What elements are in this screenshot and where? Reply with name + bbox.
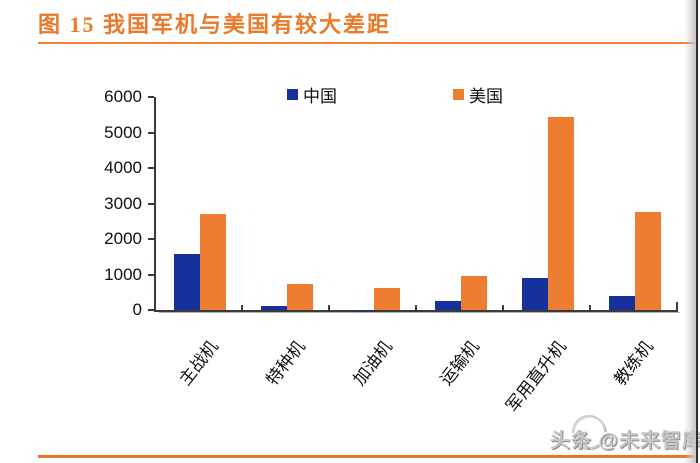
y-axis-tick-label: 2000 — [104, 229, 142, 248]
bar-美国-运输机 — [460, 276, 487, 310]
y-axis-tick-label: 0 — [132, 300, 142, 319]
bar-中国-主战机 — [173, 254, 200, 310]
page-edge-shadow — [684, 0, 696, 463]
bar-美国-教练机 — [634, 211, 661, 310]
x-axis-tick — [328, 305, 330, 310]
legend-swatch-usa — [453, 89, 464, 100]
legend-item-china: 中国 — [287, 82, 337, 107]
x-axis-tick — [415, 305, 417, 310]
y-axis-tick — [148, 131, 154, 134]
y-axis-tick — [148, 273, 154, 276]
bar-中国-特种机 — [260, 306, 287, 310]
watermark: 头条 @未来智库 — [550, 415, 700, 458]
bar-美国-军用直升机 — [547, 117, 574, 310]
bar-中国-教练机 — [608, 295, 635, 310]
y-axis-tick — [148, 202, 154, 205]
x-axis-tick — [502, 305, 504, 310]
x-axis-label-教练机: 教练机 — [610, 337, 657, 389]
page-edge-line — [696, 0, 698, 463]
bar-中国-运输机 — [434, 300, 461, 310]
legend-swatch-china — [287, 89, 298, 100]
bar-中国-军用直升机 — [521, 277, 548, 310]
x-axis-tick — [589, 305, 591, 310]
y-axis-tick-label: 3000 — [104, 193, 142, 213]
x-axis-tick — [676, 302, 678, 310]
title-underline — [38, 42, 696, 44]
figure-title: 图 15 我国军机与美国有较大差距 — [38, 12, 392, 37]
y-axis-tick — [148, 96, 154, 98]
y-axis-tick — [148, 238, 154, 240]
x-axis-label-运输机: 运输机 — [436, 337, 483, 389]
legend-label-china: 中国 — [303, 87, 337, 106]
y-axis-tick-label: 4000 — [104, 158, 142, 177]
bar-chart-plot-area: 0 1000 2000 3000 4000 5000 6000 — [104, 87, 678, 319]
x-axis-label-主战机: 主战机 — [175, 337, 222, 389]
bar-美国-主战机 — [199, 213, 226, 310]
x-axis-label-加油机: 加油机 — [349, 337, 396, 389]
y-axis-tick-label: 5000 — [104, 122, 142, 142]
toutiao-logo-icon — [572, 415, 606, 449]
x-axis-label-军用直升机: 军用直升机 — [502, 337, 570, 416]
watermark-text: 头条 @未来智库 — [550, 430, 700, 452]
y-axis-tick-label: 6000 — [104, 87, 142, 106]
y-axis-tick-label: 1000 — [104, 264, 142, 284]
y-axis-tick — [148, 167, 154, 169]
legend-item-usa: 美国 — [453, 82, 503, 107]
x-axis-shadow — [159, 312, 680, 313]
bar-美国-特种机 — [286, 283, 313, 310]
y-axis-tick — [148, 309, 154, 311]
bar-美国-加油机 — [373, 287, 400, 310]
x-axis-tick — [241, 305, 243, 310]
x-axis-label-特种机: 特种机 — [262, 337, 309, 389]
bottom-rule — [38, 455, 694, 458]
legend-label-usa: 美国 — [469, 87, 503, 106]
